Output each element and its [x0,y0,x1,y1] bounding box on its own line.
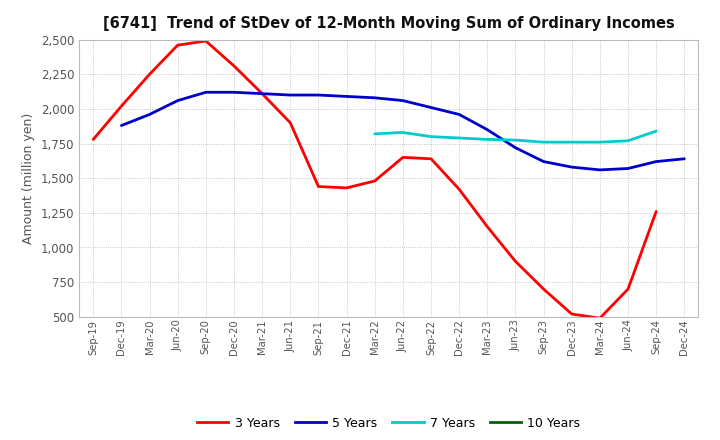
Y-axis label: Amount (million yen): Amount (million yen) [22,113,35,244]
Title: [6741]  Trend of StDev of 12-Month Moving Sum of Ordinary Incomes: [6741] Trend of StDev of 12-Month Moving… [103,16,675,32]
Legend: 3 Years, 5 Years, 7 Years, 10 Years: 3 Years, 5 Years, 7 Years, 10 Years [192,412,585,435]
